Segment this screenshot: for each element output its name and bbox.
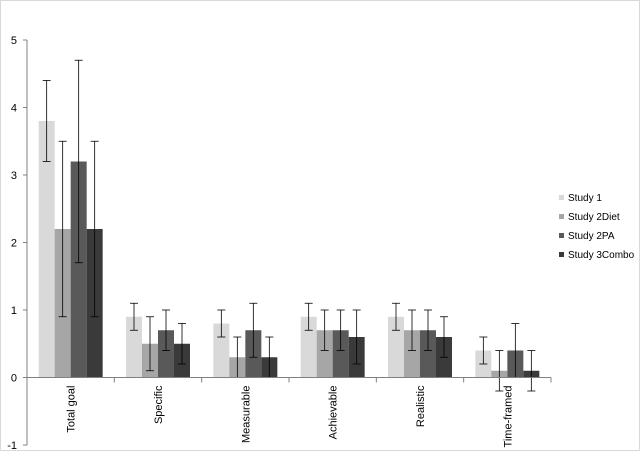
- category-label-total-goal: Total goal: [66, 386, 78, 433]
- legend-item-study-2pa: Study 2PA: [559, 231, 615, 242]
- error-bar-study-2diet-realistic: [408, 309, 416, 351]
- y-tick-label: 2: [11, 238, 17, 250]
- y-tick-label: 5: [11, 35, 17, 47]
- error-bar-study-2pa-measurable: [249, 302, 258, 358]
- bars-layer: [38, 121, 540, 378]
- axes-layer: -1 0 1 2 3 4 5 Total goal Specific Measurable Achi…: [7, 35, 552, 450]
- error-bar-study-3combo-specific: [178, 323, 186, 365]
- y-tick-label: 3: [11, 170, 17, 182]
- legend-swatch: [559, 195, 564, 200]
- legend-item-study-1: Study 1: [559, 193, 602, 204]
- error-bar-study-2diet-total-goal: [58, 140, 67, 318]
- legend-item-study-3combo: Study 3Combo: [559, 250, 635, 261]
- legend-label: Study 3Combo: [568, 250, 635, 261]
- category-label-achievable: Achievable: [328, 386, 340, 440]
- bar-study-1-achievable: [300, 316, 317, 378]
- bar-study-2pa-realistic: [420, 330, 436, 378]
- error-bar-study-1-measurable: [217, 309, 226, 338]
- bar-study-1-total-goal: [38, 121, 55, 378]
- legend: Study 1 Study 2Diet Study 2PA Study 3Combo: [559, 193, 635, 261]
- error-bar-study-3combo-time-framed: [527, 350, 536, 392]
- y-tick-label: -1: [7, 440, 17, 450]
- bar-study-2pa-achievable: [332, 330, 349, 378]
- error-bar-study-2pa-specific: [162, 309, 170, 351]
- y-tick-label: 4: [11, 103, 17, 115]
- error-bar-study-1-realistic: [392, 302, 400, 331]
- error-bar-study-3combo-achievable: [352, 309, 361, 365]
- legend-label: Study 2PA: [568, 231, 615, 242]
- category-label-time-framed: Time-framed: [502, 386, 514, 448]
- y-tick-label: 1: [11, 305, 17, 317]
- category-label-measurable: Measurable: [240, 386, 252, 443]
- y-tick-label: 0: [11, 373, 17, 385]
- error-bar-study-1-specific: [130, 302, 138, 331]
- error-bar-study-2diet-achievable: [320, 309, 329, 351]
- legend-swatch: [559, 214, 564, 219]
- error-bar-study-2pa-realistic: [424, 309, 432, 351]
- legend-swatch: [559, 252, 564, 257]
- error-bar-study-1-time-framed: [479, 336, 488, 365]
- legend-item-study-2diet: Study 2Diet: [559, 212, 620, 223]
- legend-label: Study 2Diet: [568, 212, 620, 223]
- bar-study-1-specific: [126, 316, 142, 378]
- error-bar-study-1-total-goal: [42, 80, 51, 162]
- error-bar-study-2diet-time-framed: [495, 350, 504, 392]
- bar-study-1-realistic: [388, 316, 404, 378]
- bar-study-2diet-achievable: [316, 330, 333, 378]
- error-bar-study-2diet-specific: [146, 316, 154, 372]
- bar-study-2diet-realistic: [404, 330, 420, 378]
- category-label-specific: Specific: [153, 385, 165, 424]
- bar-study-2pa-specific: [158, 330, 174, 378]
- category-label-realistic: Realistic: [415, 385, 427, 427]
- error-bar-study-2pa-achievable: [336, 309, 345, 351]
- legend-label: Study 1: [568, 193, 602, 204]
- bar-study-2pa-total-goal: [70, 161, 87, 378]
- error-bar-study-1-achievable: [304, 302, 313, 331]
- error-bar-study-3combo-realistic: [440, 316, 448, 358]
- legend-swatch: [559, 233, 564, 238]
- error-bars-layer: [42, 59, 536, 392]
- error-bar-study-3combo-total-goal: [90, 140, 99, 318]
- error-bar-study-2pa-total-goal: [74, 59, 83, 264]
